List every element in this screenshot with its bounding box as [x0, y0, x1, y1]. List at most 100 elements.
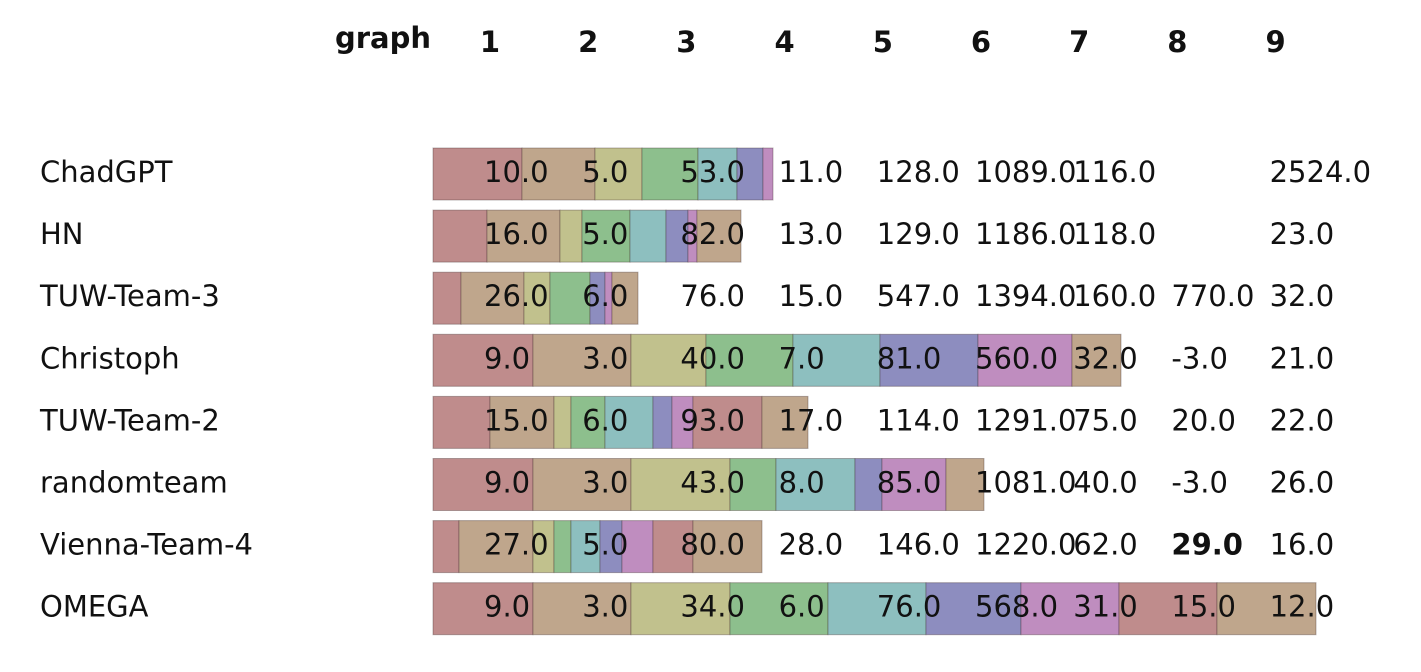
cell-value: 160.0 — [1073, 279, 1156, 313]
cell-value: 560.0 — [975, 341, 1058, 375]
cell-value: 128.0 — [877, 155, 960, 189]
header-title: graph — [335, 21, 431, 55]
cell-value: 3.0 — [582, 590, 628, 624]
bar-segment — [762, 147, 774, 201]
cell-value: -3.0 — [1171, 466, 1228, 500]
row-name: OMEGA — [40, 590, 149, 624]
column-header: 7 — [1069, 25, 1089, 59]
bar-segment — [532, 333, 632, 387]
cell-value: 7.0 — [779, 341, 825, 375]
bar-segment — [925, 582, 1022, 636]
bar-segment — [486, 209, 561, 263]
bar-segment — [549, 271, 591, 325]
bar-segment — [761, 395, 809, 449]
cell-value: 53.0 — [680, 155, 745, 189]
cell-value: 1081.0 — [975, 466, 1076, 500]
bar-segment — [692, 520, 763, 574]
cell-value: 15.0 — [1171, 590, 1236, 624]
cell-value: 6.0 — [779, 590, 825, 624]
bar-segment — [692, 395, 763, 449]
cell-value: 11.0 — [779, 155, 844, 189]
cell-value: 21.0 — [1270, 341, 1335, 375]
row-name: TUW-Team-2 — [39, 403, 220, 437]
cell-value: 76.0 — [877, 590, 942, 624]
column-header: 4 — [775, 25, 795, 59]
cell-value: 80.0 — [680, 528, 745, 562]
bar-segment — [729, 582, 829, 636]
cell-value: 82.0 — [680, 217, 745, 251]
cell-value: 1394.0 — [975, 279, 1076, 313]
column-header: 8 — [1167, 25, 1187, 59]
cell-value: 76.0 — [680, 279, 745, 313]
cell-value: 9.0 — [484, 590, 530, 624]
row-name: HN — [40, 217, 84, 251]
bar-segment — [594, 147, 643, 201]
bar-segment — [729, 458, 777, 511]
cell-value: 2524.0 — [1270, 155, 1371, 189]
cell-value: 13.0 — [779, 217, 844, 251]
bar-segment — [1216, 582, 1317, 636]
cell-value: 28.0 — [779, 528, 844, 562]
bar-segment — [432, 147, 523, 201]
column-header: 9 — [1266, 25, 1286, 59]
row-name: Christoph — [40, 341, 180, 375]
cell-value: 31.0 — [1073, 590, 1138, 624]
bars — [432, 147, 1317, 636]
column-header: 1 — [480, 25, 500, 59]
bar-segment — [630, 458, 731, 511]
row-name: randomteam — [40, 466, 228, 500]
cell-value: 3.0 — [582, 341, 628, 375]
bar-segment — [945, 458, 985, 511]
bar-segment — [559, 209, 583, 263]
cell-value: 43.0 — [680, 466, 745, 500]
cell-value: 40.0 — [680, 341, 745, 375]
bar-segment — [432, 333, 534, 387]
bar-segment — [652, 395, 673, 449]
cell-value: 118.0 — [1073, 217, 1156, 251]
cell-value: 6.0 — [582, 403, 628, 437]
cell-value: 26.0 — [484, 279, 549, 313]
bar-segment — [611, 271, 639, 325]
bar-segment — [854, 458, 883, 511]
cell-value: 3.0 — [582, 466, 628, 500]
bar-segment — [489, 395, 555, 449]
bar-segment — [1071, 333, 1122, 387]
cell-value: 116.0 — [1073, 155, 1156, 189]
bar-segment — [792, 333, 881, 387]
column-header: 6 — [971, 25, 991, 59]
bar-segment — [881, 458, 947, 511]
cell-value: 12.0 — [1270, 590, 1335, 624]
bar-segment — [604, 395, 654, 449]
cell-value: 85.0 — [877, 466, 942, 500]
bar-segment — [775, 458, 856, 511]
cell-value: 40.0 — [1073, 466, 1138, 500]
bar-segment — [1118, 582, 1218, 636]
bar-segment — [581, 209, 631, 263]
cell-value: 1089.0 — [975, 155, 1076, 189]
bar-segment — [570, 395, 606, 449]
bar-segment — [521, 147, 596, 201]
bar-segment — [696, 209, 742, 263]
cell-value: 114.0 — [877, 403, 960, 437]
cell-value: 62.0 — [1073, 528, 1138, 562]
bar-segment — [570, 520, 601, 574]
cell-value: 26.0 — [1270, 466, 1335, 500]
cell-value: 10.0 — [484, 155, 549, 189]
cell-value: 1220.0 — [975, 528, 1076, 562]
cell-value: 1291.0 — [975, 403, 1076, 437]
cell-value: 15.0 — [484, 403, 549, 437]
cell-value: 34.0 — [680, 590, 745, 624]
column-header: 5 — [873, 25, 893, 59]
cell-value: 32.0 — [1073, 341, 1138, 375]
cell-value: 5.0 — [582, 217, 628, 251]
bar-segment — [532, 458, 632, 511]
bar-segment — [827, 582, 927, 636]
bar-segment — [432, 209, 488, 263]
cell-value: 1186.0 — [975, 217, 1076, 251]
cell-value: 23.0 — [1270, 217, 1335, 251]
cell-value: 6.0 — [582, 279, 628, 313]
cell-value: 22.0 — [1270, 403, 1335, 437]
cell-value: 27.0 — [484, 528, 549, 562]
bar-segment — [432, 458, 534, 511]
